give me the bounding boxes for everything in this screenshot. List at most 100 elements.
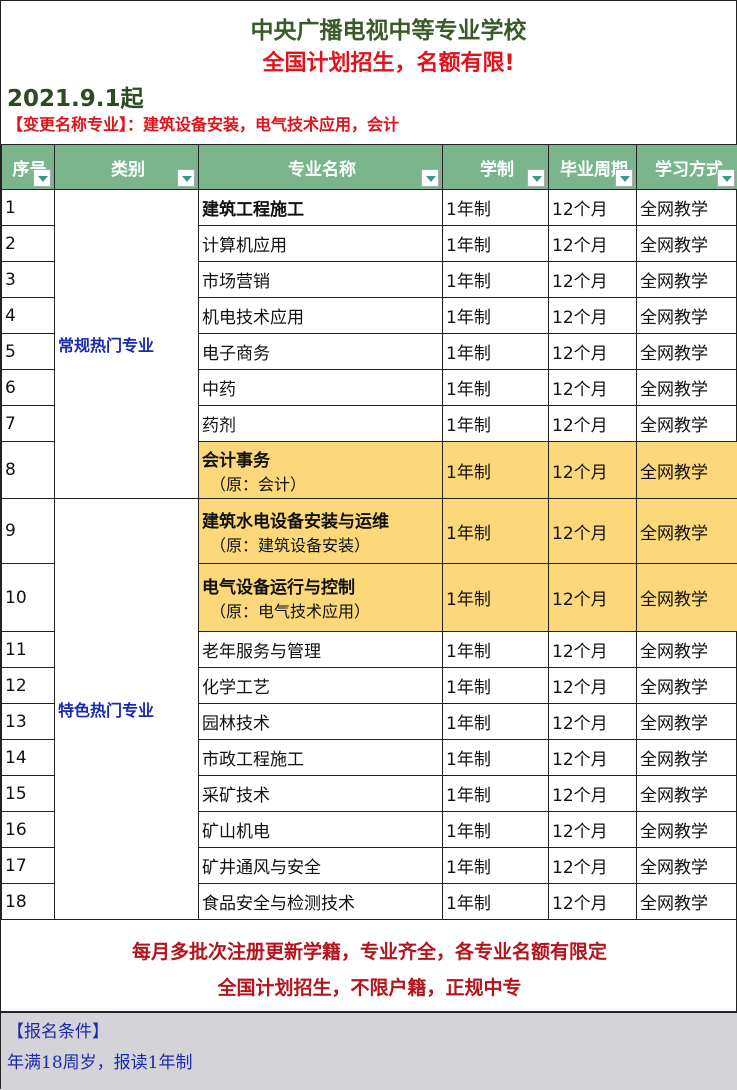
major-name-text: 化学工艺 — [202, 678, 270, 698]
row-number: 18 — [2, 884, 55, 920]
major-name: 园林技术 — [199, 704, 443, 740]
cell-years: 1年制 — [443, 370, 549, 406]
school-title: 中央广播电视中等专业学校 — [1, 11, 737, 45]
category-cell: 常规热门专业 — [55, 190, 199, 499]
major-name: 食品安全与检测技术 — [199, 884, 443, 920]
start-date: 2021.9.1起 — [7, 79, 144, 113]
filter-dropdown-icon[interactable] — [717, 169, 735, 187]
cell-years: 1年制 — [443, 884, 549, 920]
cell-period: 12个月 — [549, 406, 637, 442]
cell-years: 1年制 — [443, 499, 549, 564]
column-header: 毕业周期 — [549, 145, 637, 190]
row-number: 17 — [2, 848, 55, 884]
original-name: （原：电气技术应用） — [202, 598, 442, 622]
cell-mode: 全网教学 — [637, 298, 737, 334]
major-name: 建筑水电设备安装与运维（原：建筑设备安装） — [199, 499, 443, 564]
filter-dropdown-icon[interactable] — [527, 169, 545, 187]
row-number: 2 — [2, 226, 55, 262]
cell-years: 1年制 — [443, 740, 549, 776]
cell-mode: 全网教学 — [637, 776, 737, 812]
row-number: 12 — [2, 668, 55, 704]
cell-mode: 全网教学 — [637, 668, 737, 704]
major-name-text: 矿井通风与安全 — [202, 858, 321, 878]
cell-period: 12个月 — [549, 812, 637, 848]
major-name: 市政工程施工 — [199, 740, 443, 776]
major-name: 会计事务（原：会计） — [199, 442, 443, 499]
row-number: 11 — [2, 632, 55, 668]
footer-line-2: 全国计划招生，不限户籍，正规中专 — [1, 973, 737, 1000]
cell-period: 12个月 — [549, 262, 637, 298]
row-number: 9 — [2, 499, 55, 564]
major-name-text: 药剂 — [202, 416, 236, 436]
major-name-text: 电子商务 — [202, 344, 270, 364]
cell-years: 1年制 — [443, 442, 549, 499]
cell-period: 12个月 — [549, 848, 637, 884]
major-name: 市场营销 — [199, 262, 443, 298]
requirements-text: 年满18周岁，报读1年制 — [7, 1048, 732, 1073]
major-name-text: 食品安全与检测技术 — [202, 894, 355, 914]
cell-mode: 全网教学 — [637, 442, 737, 499]
cell-mode: 全网教学 — [637, 564, 737, 632]
cell-years: 1年制 — [443, 298, 549, 334]
major-name: 机电技术应用 — [199, 298, 443, 334]
major-name-text: 建筑水电设备安装与运维 — [202, 512, 389, 532]
row-number: 10 — [2, 564, 55, 632]
row-number: 3 — [2, 262, 55, 298]
category-cell: 特色热门专业 — [55, 499, 199, 920]
row-number: 16 — [2, 812, 55, 848]
cell-years: 1年制 — [443, 564, 549, 632]
major-name: 中药 — [199, 370, 443, 406]
cell-mode: 全网教学 — [637, 704, 737, 740]
major-name: 药剂 — [199, 406, 443, 442]
cell-mode: 全网教学 — [637, 370, 737, 406]
major-name-text: 电气设备运行与控制 — [202, 578, 355, 598]
filter-dropdown-icon[interactable] — [177, 169, 195, 187]
row-number: 15 — [2, 776, 55, 812]
original-name: （原：会计） — [202, 471, 442, 495]
major-name-text: 采矿技术 — [202, 786, 270, 806]
major-name: 电子商务 — [199, 334, 443, 370]
major-name: 建筑工程施工 — [199, 190, 443, 226]
cell-years: 1年制 — [443, 848, 549, 884]
cell-mode: 全网教学 — [637, 848, 737, 884]
major-name: 矿井通风与安全 — [199, 848, 443, 884]
cell-years: 1年制 — [443, 406, 549, 442]
major-name-text: 矿山机电 — [202, 822, 270, 842]
column-label: 类别 — [111, 160, 145, 180]
cell-period: 12个月 — [549, 704, 637, 740]
footer-line-1: 每月多批次注册更新学籍，专业齐全，各专业名额有限定 — [1, 937, 737, 964]
filter-dropdown-icon[interactable] — [421, 169, 439, 187]
subtitle: 全国计划招生，名额有限! — [1, 45, 737, 77]
filter-dropdown-icon[interactable] — [615, 169, 633, 187]
requirements-title: 【报名条件】 — [7, 1017, 732, 1042]
row-number: 6 — [2, 370, 55, 406]
major-name: 矿山机电 — [199, 812, 443, 848]
column-header: 学习方式 — [637, 145, 737, 190]
row-number: 14 — [2, 740, 55, 776]
cell-years: 1年制 — [443, 262, 549, 298]
major-name-text: 园林技术 — [202, 714, 270, 734]
filter-dropdown-icon[interactable] — [33, 169, 51, 187]
major-name-text: 建筑工程施工 — [202, 200, 304, 220]
row-number: 5 — [2, 334, 55, 370]
column-label: 学习方式 — [655, 160, 723, 180]
original-name: （原：建筑设备安装） — [202, 532, 442, 556]
cell-mode: 全网教学 — [637, 812, 737, 848]
major-name-text: 中药 — [202, 380, 236, 400]
cell-years: 1年制 — [443, 190, 549, 226]
major-name: 计算机应用 — [199, 226, 443, 262]
row-number: 7 — [2, 406, 55, 442]
cell-mode: 全网教学 — [637, 262, 737, 298]
cell-mode: 全网教学 — [637, 190, 737, 226]
cell-mode: 全网教学 — [637, 226, 737, 262]
cell-years: 1年制 — [443, 812, 549, 848]
cell-period: 12个月 — [549, 370, 637, 406]
major-name: 老年服务与管理 — [199, 632, 443, 668]
column-label: 学制 — [480, 160, 514, 180]
cell-mode: 全网教学 — [637, 632, 737, 668]
major-name: 采矿技术 — [199, 776, 443, 812]
cell-period: 12个月 — [549, 668, 637, 704]
cell-period: 12个月 — [549, 740, 637, 776]
cell-mode: 全网教学 — [637, 334, 737, 370]
